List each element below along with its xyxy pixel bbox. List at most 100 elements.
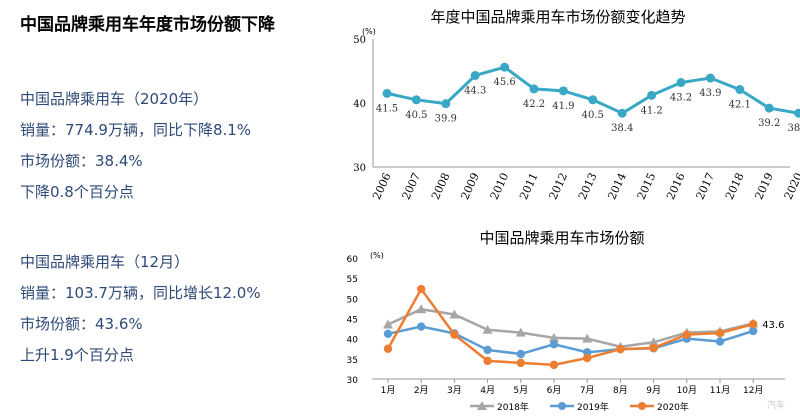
monthly-y-tick-label: 40 bbox=[347, 336, 359, 346]
annual-data-label: 38.4 bbox=[611, 123, 633, 134]
legend-label-2020年: 2020年 bbox=[657, 401, 689, 413]
annual-data-label: 40.5 bbox=[405, 110, 427, 121]
monthly-x-tick-label: 1月 bbox=[381, 385, 396, 396]
monthly-y-tick-label: 45 bbox=[347, 316, 358, 326]
monthly-point-2020年 bbox=[649, 343, 658, 353]
monthly-point-2018年 bbox=[482, 324, 493, 334]
legend-label-2018年: 2018年 bbox=[497, 401, 529, 413]
monthly-x-tick-label: 4月 bbox=[480, 385, 495, 396]
monthly-point-2019年 bbox=[749, 326, 758, 336]
annual-data-label: 41.9 bbox=[552, 101, 574, 112]
annual-point bbox=[676, 78, 686, 88]
monthly-point-2019年 bbox=[383, 329, 393, 339]
monthly-x-tick-label: 6月 bbox=[547, 385, 562, 396]
monthly-point-2018年 bbox=[648, 337, 659, 347]
annual-axes bbox=[372, 39, 790, 168]
annual-point bbox=[411, 95, 421, 105]
annual-x-tick-label: 2012 bbox=[547, 171, 571, 202]
monthly-point-2020年 bbox=[583, 353, 592, 363]
info-2020-sales: 销量：774.9万辆，同比下降8.1% bbox=[20, 121, 252, 139]
annual-x-tick-label: 2006 bbox=[370, 171, 394, 202]
annual-x-tick-label: 2015 bbox=[635, 171, 659, 202]
monthly-unit-label: (%) bbox=[370, 251, 384, 260]
annual-data-label: 43.2 bbox=[670, 93, 692, 104]
monthly-point-2020年 bbox=[682, 330, 691, 339]
info-dec-heading: 中国品牌乘用车（12月） bbox=[20, 253, 190, 271]
annual-x-tick-label: 2020 bbox=[782, 171, 800, 202]
annual-point bbox=[470, 70, 480, 80]
info-dec-share: 市场份额：43.6% bbox=[20, 315, 143, 333]
monthly-point-2019年 bbox=[715, 337, 725, 346]
monthly-x-tick-label: 9月 bbox=[646, 385, 661, 396]
monthly-chart-title: 中国品牌乘用车市场份额 bbox=[479, 229, 644, 247]
monthly-point-2019年 bbox=[516, 349, 525, 359]
monthly-point-2020年 bbox=[383, 344, 393, 353]
annual-point bbox=[617, 108, 627, 118]
monthly-y-tick-label: 35 bbox=[347, 356, 358, 366]
annual-y-tick-label: 30 bbox=[353, 163, 366, 174]
info-2020-share: 市场份额：38.4% bbox=[20, 152, 143, 170]
monthly-y-tick-label: 30 bbox=[347, 376, 359, 386]
annual-x-tick-label: 2019 bbox=[752, 171, 776, 202]
monthly-series-line-2019年 bbox=[387, 325, 754, 356]
monthly-x-tick-label: 11月 bbox=[710, 385, 730, 396]
monthly-point-2018年 bbox=[582, 333, 593, 343]
monthly-y-tick-label: 50 bbox=[347, 295, 359, 305]
monthly-point-2020年 bbox=[715, 328, 725, 338]
info-dec-change: 上升1.9个百分点 bbox=[20, 346, 134, 364]
left-title: 中国品牌乘用车年度市场份额下降 bbox=[20, 15, 275, 35]
monthly-point-2018年 bbox=[515, 327, 526, 337]
annual-data-label: 42.1 bbox=[729, 100, 751, 111]
monthly-x-tick-label: 3月 bbox=[447, 385, 462, 396]
monthly-y-tick-label: 60 bbox=[347, 255, 359, 265]
monthly-point-2018年 bbox=[416, 304, 427, 314]
annual-data-label: 43.9 bbox=[699, 88, 721, 99]
annual-x-tick-label: 2014 bbox=[605, 171, 629, 202]
annual-x-tick-label: 2008 bbox=[429, 171, 453, 202]
annual-point bbox=[558, 86, 568, 96]
legend-marker-2020年 bbox=[638, 402, 646, 410]
legend-label-2019年: 2019年 bbox=[577, 401, 609, 413]
monthly-series-line-2018年 bbox=[387, 307, 754, 349]
monthly-x-tick-label: 10月 bbox=[677, 385, 697, 396]
annual-y-tick-label: 40 bbox=[353, 99, 366, 110]
monthly-point-2020年 bbox=[616, 344, 625, 354]
monthly-legend: 2018年 2019年 2020年 bbox=[470, 401, 689, 413]
monthly-point-2019年 bbox=[549, 340, 559, 349]
annual-point bbox=[588, 95, 598, 105]
annual-x-tick-label: 2010 bbox=[488, 171, 512, 202]
monthly-y-tick-label: 55 bbox=[347, 275, 358, 285]
annual-x-tick-label: 2009 bbox=[458, 171, 482, 202]
monthly-x-tick-label: 5月 bbox=[513, 385, 528, 396]
annual-data-label: 44.3 bbox=[464, 85, 486, 96]
monthly-x-tick-label: 2月 bbox=[414, 385, 429, 396]
annual-data-label: 41.2 bbox=[640, 105, 662, 116]
legend-marker-2019年 bbox=[558, 402, 566, 410]
annual-unit-label: (%) bbox=[362, 27, 376, 36]
monthly-point-2019年 bbox=[483, 345, 492, 355]
annual-point bbox=[735, 85, 745, 95]
info-2020-change: 下降0.8个百分点 bbox=[20, 183, 134, 201]
annual-y-tick-label: 50 bbox=[353, 35, 366, 46]
annual-data-label: 39.9 bbox=[435, 114, 457, 125]
annual-data-label: 38.4 bbox=[787, 123, 800, 134]
info-dec-sales: 销量：103.7万辆，同比增长12.0% bbox=[20, 284, 261, 302]
annual-x-tick-label: 2018 bbox=[723, 171, 747, 202]
monthly-point-2018年 bbox=[449, 309, 460, 319]
annual-point bbox=[441, 99, 451, 109]
annual-x-tick-label: 2007 bbox=[400, 171, 424, 202]
annual-point bbox=[529, 84, 539, 94]
watermark: 汽车 bbox=[767, 399, 785, 411]
monthly-point-2018年 bbox=[383, 319, 393, 329]
legend-marker-2018年 bbox=[477, 401, 487, 410]
monthly-point-2020年 bbox=[483, 356, 492, 366]
annual-point bbox=[794, 108, 800, 118]
monthly-x-tick-label: 12月 bbox=[743, 385, 763, 396]
monthly-point-2020年 bbox=[417, 284, 426, 294]
annual-point bbox=[382, 88, 392, 98]
annual-point bbox=[647, 90, 657, 100]
monthly-x-tick-label: 7月 bbox=[580, 385, 595, 396]
annual-data-label: 42.2 bbox=[523, 99, 545, 110]
annual-x-tick-label: 2017 bbox=[694, 171, 718, 202]
